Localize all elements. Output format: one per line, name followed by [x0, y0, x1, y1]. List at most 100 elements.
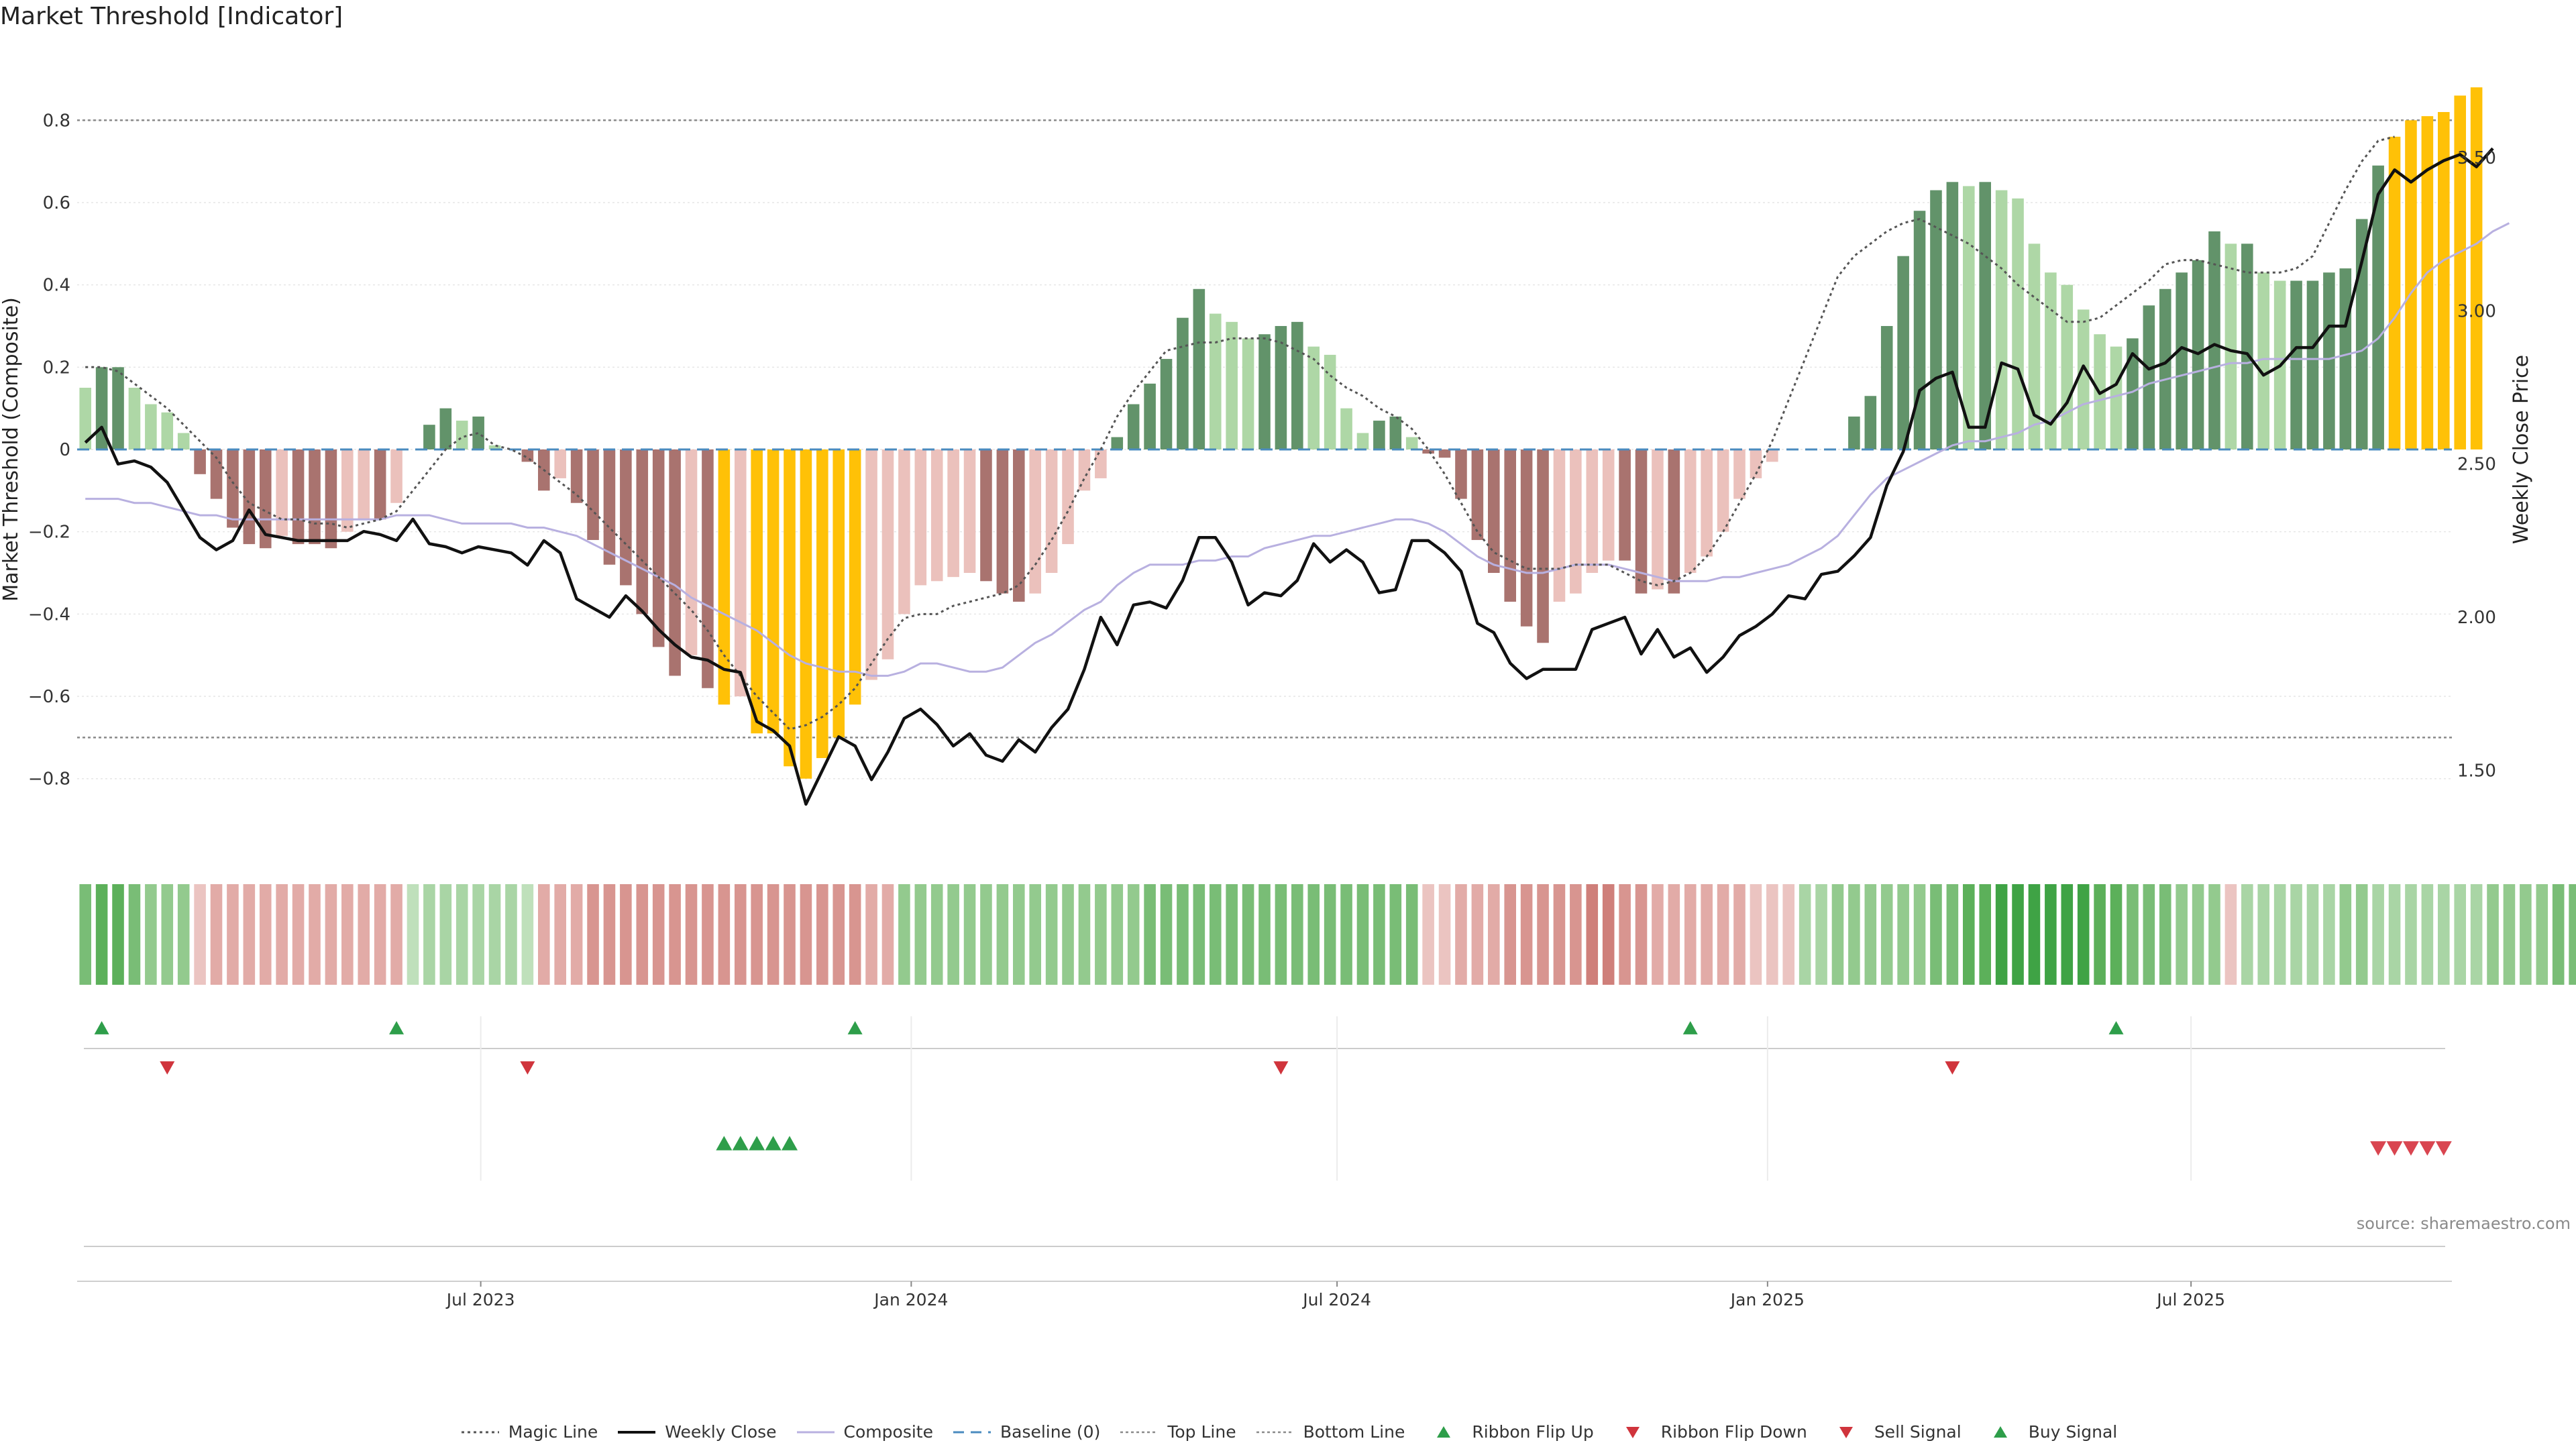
composite-bar	[947, 449, 959, 578]
composite-bar	[1095, 449, 1107, 478]
composite-bar	[1684, 449, 1697, 574]
ribbon-cell	[2176, 884, 2188, 985]
y-tick-label: −0.6	[28, 687, 70, 707]
ribbon-cell	[1652, 884, 1664, 985]
ribbon-flip-up-marker	[389, 1021, 405, 1034]
composite-bar	[1455, 449, 1467, 499]
signal-panels	[84, 1016, 2452, 1247]
legend-item: Composite	[794, 1422, 933, 1442]
magic-line	[85, 136, 2395, 731]
composite-bar	[161, 412, 174, 449]
composite-bar	[1193, 288, 1205, 449]
y-right-tick-label: 3.50	[2457, 148, 2496, 168]
x-tick-label: Jul 2024	[1301, 1290, 1371, 1309]
composite-bar	[1324, 354, 1336, 449]
ribbon-cell	[276, 884, 288, 985]
x-tick-label: Jan 2025	[1729, 1290, 1805, 1309]
ribbon-cell	[980, 884, 992, 985]
ribbon-cell	[1209, 884, 1222, 985]
composite-bar	[963, 449, 976, 574]
ribbon-cell	[1570, 884, 1582, 985]
ribbon-flip-up-marker	[2108, 1021, 2124, 1034]
ribbon-cell	[2355, 884, 2368, 985]
ribbon-cell	[1553, 884, 1566, 985]
y-right-tick-label: 3.00	[2457, 301, 2496, 321]
composite-bar	[1733, 449, 1746, 499]
ribbon-cell	[2405, 884, 2417, 985]
composite-bar	[341, 449, 354, 532]
ribbon-cell	[505, 884, 517, 985]
buy-signal-marker	[765, 1136, 782, 1150]
composite-bar	[816, 449, 828, 759]
composite-bar	[2470, 87, 2483, 450]
composite-bar	[570, 449, 583, 503]
legend-label: Buy Signal	[2028, 1422, 2118, 1442]
legend-label: Ribbon Flip Down	[1660, 1422, 1807, 1442]
composite-bar	[1520, 449, 1533, 627]
composite-bar	[358, 449, 370, 520]
ribbon-cell	[1880, 884, 1893, 985]
ribbon-cell	[1979, 884, 1991, 985]
composite-bar	[2241, 244, 2253, 449]
ribbon-cell	[898, 884, 910, 985]
ribbon-cell	[1324, 884, 1336, 985]
ribbon-cell	[1127, 884, 1140, 985]
sell-signal-marker	[2402, 1141, 2419, 1156]
ribbon-cell	[292, 884, 305, 985]
composite-bar	[914, 449, 927, 586]
ribbon-cell	[1799, 884, 1811, 985]
composite-bar	[374, 449, 386, 520]
ribbon-cell	[1226, 884, 1238, 985]
legend-item: Ribbon Flip Down	[1611, 1422, 1807, 1442]
composite-bar	[2388, 136, 2401, 449]
composite-bar	[784, 449, 796, 767]
ribbon-cell	[947, 884, 959, 985]
composite-bar	[930, 449, 943, 582]
ribbon-cell	[1733, 884, 1746, 985]
ribbon-cell	[112, 884, 124, 985]
ribbon-cell	[1586, 884, 1599, 985]
ribbon-cell	[1537, 884, 1549, 985]
composite-bar	[1586, 449, 1599, 574]
ribbon-cell	[1193, 884, 1205, 985]
composite-bar	[554, 449, 566, 478]
ribbon-cell	[2224, 884, 2237, 985]
composite-bar	[1373, 421, 1385, 449]
legend-item: Baseline (0)	[951, 1422, 1100, 1442]
composite-bar	[112, 367, 124, 449]
ribbon-cell	[996, 884, 1009, 985]
composite-bar	[1275, 325, 1287, 449]
ribbon-cell	[849, 884, 861, 985]
ribbon-cell	[1078, 884, 1091, 985]
ribbon-cell	[2110, 884, 2123, 985]
ribbon-cell	[718, 884, 731, 985]
legend-item: Weekly Close	[615, 1422, 777, 1442]
ribbon-flip-down-marker	[520, 1061, 535, 1075]
composite-bar	[2405, 120, 2417, 449]
ribbon-cell	[1750, 884, 1762, 985]
ribbon-cell	[2143, 884, 2155, 985]
ribbon-cell	[2569, 884, 2576, 985]
x-tick-label: Jul 2025	[2155, 1290, 2225, 1309]
ribbon-cell	[1520, 884, 1533, 985]
x-tick-label: Jan 2024	[873, 1290, 948, 1309]
legend-label: Top Line	[1167, 1422, 1236, 1442]
composite-bar	[734, 449, 747, 697]
composite-bar	[1570, 449, 1582, 594]
legend-item: Ribbon Flip Up	[1422, 1422, 1594, 1442]
ribbon-cell	[1946, 884, 1959, 985]
composite-bar	[881, 449, 894, 659]
y-tick-label: 0.6	[43, 193, 70, 213]
buy-signal-marker	[732, 1136, 749, 1150]
ribbon-cell	[1684, 884, 1697, 985]
ribbon-cell	[325, 884, 337, 985]
ribbon-cell	[2306, 884, 2319, 985]
composite-bar	[2454, 95, 2466, 449]
legend-label: Bottom Line	[1303, 1422, 1405, 1442]
composite-bar	[2355, 219, 2368, 449]
buy-signal-marker	[749, 1136, 765, 1150]
ribbon-cell	[800, 884, 812, 985]
composite-bar	[1750, 449, 1762, 478]
composite-bar	[455, 421, 468, 449]
composite-bar	[2061, 284, 2074, 449]
